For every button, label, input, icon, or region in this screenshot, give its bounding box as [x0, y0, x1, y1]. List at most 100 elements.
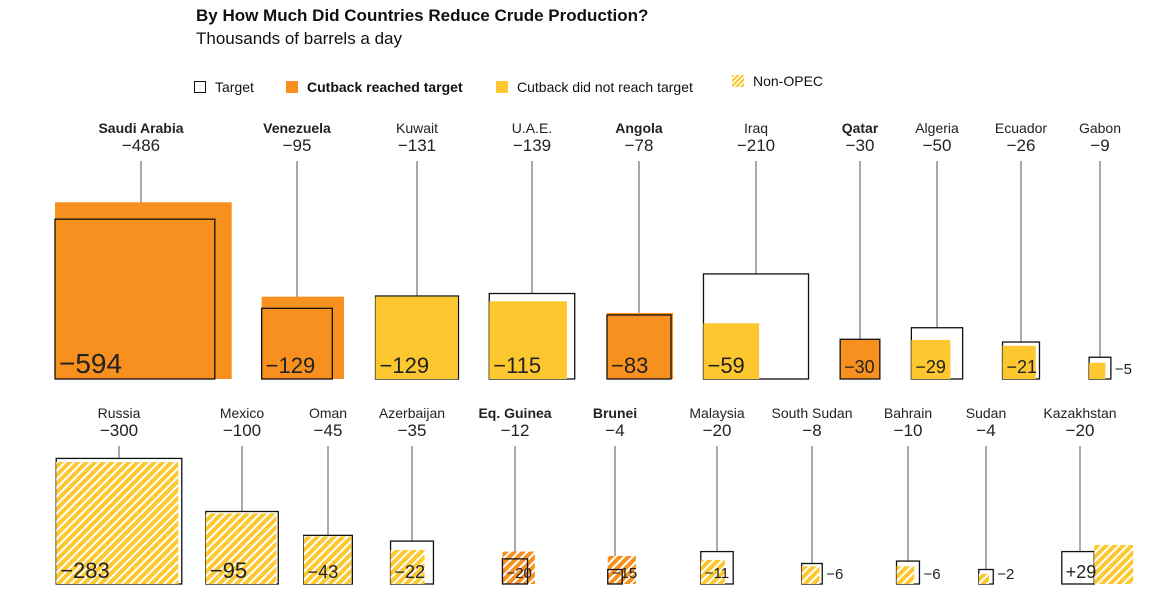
legend-item-target: Target: [194, 79, 254, 95]
actual-label-saudi-arabia: −594: [59, 348, 122, 379]
actual-square-south-sudan: [801, 566, 820, 584]
actual-label-ecuador: −21: [1007, 357, 1038, 377]
target-label-qatar: −30: [846, 136, 875, 155]
target-label-sudan: −4: [976, 421, 995, 440]
chart-title: By How Much Did Countries Reduce Crude P…: [196, 6, 649, 25]
actual-square-malaysia: [700, 559, 725, 584]
actual-square-gabon: [1089, 362, 1106, 379]
target-square-angola: [606, 314, 672, 380]
country-name-qatar: Qatar: [842, 120, 879, 136]
actual-square-kazakhstan: [1094, 544, 1134, 584]
actual-label-russia: −283: [60, 558, 110, 583]
reached-swatch-icon: [286, 81, 298, 93]
target-square-brunei: [607, 568, 623, 585]
actual-label-venezuela: −129: [266, 353, 316, 378]
actual-label-mexico: −95: [210, 558, 247, 583]
actual-label-brunei: −15: [612, 565, 637, 582]
chart-subtitle: Thousands of barrels a day: [196, 29, 403, 48]
target-square-saudi-arabia: [54, 218, 216, 380]
target-label-south-sudan: −8: [802, 421, 821, 440]
actual-square-oman: [303, 536, 352, 584]
actual-square-mexico: [205, 513, 277, 584]
target-label-oman: −45: [314, 421, 343, 440]
target-label-saudi-arabia: −486: [122, 136, 160, 155]
country-name-mexico: Mexico: [220, 405, 265, 421]
target-label-venezuela: −95: [283, 136, 312, 155]
target-square-eq-guinea: [501, 558, 529, 585]
country-name-eq-guinea: Eq. Guinea: [478, 405, 551, 421]
country-name-malaysia: Malaysia: [689, 405, 744, 421]
country-name-kuwait: Kuwait: [396, 120, 438, 136]
legend-label-target: Target: [215, 79, 254, 95]
country-name-bahrain: Bahrain: [884, 405, 932, 421]
country-name-sudan: Sudan: [966, 405, 1006, 421]
target-label-u-a-e: −139: [513, 136, 551, 155]
country-name-angola: Angola: [615, 120, 663, 136]
target-label-mexico: −100: [223, 421, 261, 440]
actual-square-u-a-e: [489, 301, 568, 379]
actual-square-bahrain: [896, 566, 915, 584]
target-label-bahrain: −10: [894, 421, 923, 440]
legend-label-not-reached: Cutback did not reach target: [517, 79, 693, 95]
target-swatch-icon: [194, 81, 206, 93]
actual-label-kuwait: −129: [380, 353, 430, 378]
legend-item-reached: Cutback reached target: [286, 79, 463, 95]
actual-square-venezuela: [261, 296, 345, 379]
target-label-malaysia: −20: [703, 421, 732, 440]
actual-label-sudan: −2: [997, 566, 1014, 583]
target-label-ecuador: −26: [1007, 136, 1036, 155]
country-name-ecuador: Ecuador: [995, 120, 1047, 136]
country-name-u-a-e: U.A.E.: [512, 120, 552, 136]
actual-label-malaysia: −11: [705, 565, 729, 582]
actual-label-eq-guinea: −20: [506, 565, 531, 582]
actual-label-bahrain: −6: [923, 566, 940, 583]
actual-square-angola: [606, 312, 674, 379]
country-name-south-sudan: South Sudan: [772, 405, 853, 421]
target-square-kazakhstan: [1061, 550, 1095, 585]
country-name-venezuela: Venezuela: [263, 120, 331, 136]
actual-square-ecuador: [1002, 345, 1036, 379]
non-opec-swatch-icon: [732, 75, 744, 87]
target-square-qatar: [839, 338, 881, 380]
actual-label-kazakhstan: +29: [1066, 562, 1097, 582]
country-name-brunei: Brunei: [593, 405, 637, 421]
actual-label-angola: −83: [611, 353, 648, 378]
actual-square-iraq: [703, 323, 760, 379]
actual-square-algeria: [911, 339, 951, 379]
country-name-azerbaijan: Azerbaijan: [379, 405, 445, 421]
actual-label-u-a-e: −115: [493, 353, 541, 378]
actual-label-iraq: −59: [707, 353, 744, 378]
actual-square-azerbaijan: [390, 549, 425, 584]
target-label-russia: −300: [100, 421, 138, 440]
actual-label-south-sudan: −6: [826, 566, 843, 583]
target-square-venezuela: [261, 307, 333, 380]
target-label-brunei: −4: [605, 421, 624, 440]
country-name-kazakhstan: Kazakhstan: [1043, 405, 1116, 421]
country-name-gabon: Gabon: [1079, 120, 1121, 136]
actual-square-kuwait: [375, 296, 458, 379]
legend-label-reached: Cutback reached target: [307, 79, 463, 95]
actual-square-sudan: [978, 573, 990, 584]
legend-item-non-opec: Non-OPEC: [732, 73, 823, 89]
target-label-kuwait: −131: [398, 136, 436, 155]
actual-label-azerbaijan: −22: [395, 562, 426, 582]
target-label-gabon: −9: [1090, 136, 1109, 155]
target-label-eq-guinea: −12: [501, 421, 530, 440]
legend-label-non-opec: Non-OPEC: [753, 73, 824, 89]
actual-label-qatar: −30: [844, 357, 875, 377]
target-label-kazakhstan: −20: [1066, 421, 1095, 440]
country-name-iraq: Iraq: [744, 120, 768, 136]
target-label-algeria: −50: [923, 136, 952, 155]
legend: Target Cutback reached target Cutback di…: [194, 73, 894, 97]
target-label-iraq: −210: [737, 136, 775, 155]
actual-label-oman: −43: [308, 562, 339, 582]
actual-label-gabon: −5: [1115, 361, 1132, 378]
actual-label-algeria: −29: [915, 357, 946, 377]
country-name-saudi-arabia: Saudi Arabia: [98, 120, 183, 136]
country-name-oman: Oman: [309, 405, 347, 421]
target-label-azerbaijan: −35: [398, 421, 427, 440]
actual-square-eq-guinea: [502, 551, 535, 584]
country-name-russia: Russia: [98, 405, 141, 421]
actual-square-saudi-arabia: [55, 202, 232, 379]
